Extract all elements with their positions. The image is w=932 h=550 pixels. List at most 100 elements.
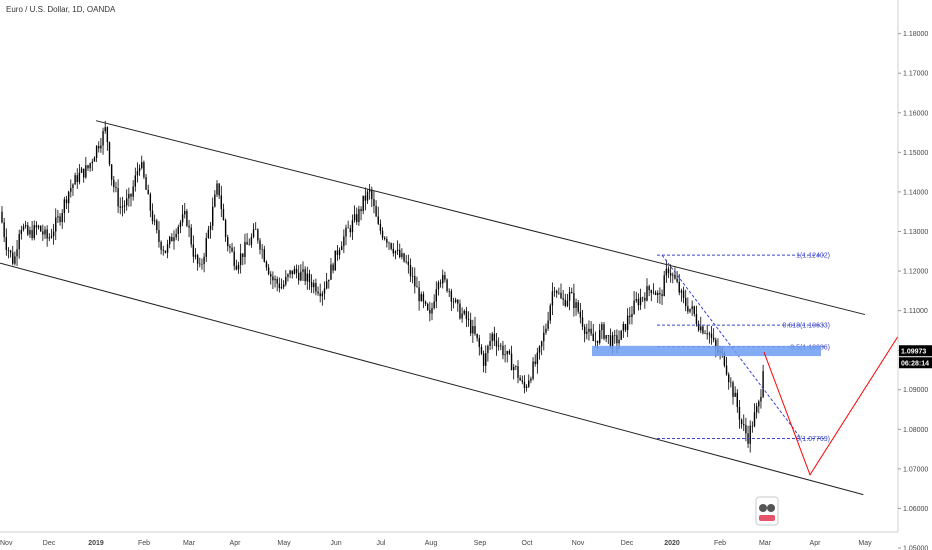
candle[interactable] — [349, 224, 351, 238]
candle[interactable] — [100, 138, 102, 153]
candle[interactable] — [259, 237, 261, 255]
candle[interactable] — [745, 417, 747, 442]
candle[interactable] — [117, 179, 119, 213]
candle[interactable] — [392, 243, 394, 257]
candle[interactable] — [676, 270, 678, 284]
candle[interactable] — [282, 280, 285, 290]
candle[interactable] — [119, 197, 121, 215]
candle[interactable] — [70, 179, 72, 198]
candle[interactable] — [749, 420, 751, 453]
candle[interactable] — [358, 205, 360, 226]
candle[interactable] — [366, 189, 369, 205]
candle[interactable] — [50, 228, 53, 239]
candle[interactable] — [685, 289, 687, 312]
candle[interactable] — [65, 195, 68, 209]
candle[interactable] — [448, 288, 450, 297]
candle[interactable] — [330, 257, 332, 280]
support-zone[interactable] — [592, 345, 821, 357]
candle[interactable] — [143, 160, 145, 180]
candle[interactable] — [427, 302, 429, 312]
candle[interactable] — [319, 283, 321, 303]
candle[interactable] — [37, 224, 40, 230]
candle[interactable] — [304, 266, 306, 286]
candle[interactable] — [315, 278, 317, 296]
candle[interactable] — [341, 241, 343, 251]
candle[interactable] — [295, 264, 298, 279]
candle[interactable] — [573, 283, 575, 317]
candle[interactable] — [691, 300, 693, 316]
candle[interactable] — [740, 418, 743, 429]
candle[interactable] — [373, 190, 375, 214]
candle[interactable] — [646, 278, 648, 302]
candle[interactable] — [599, 323, 601, 345]
candle[interactable] — [203, 252, 205, 273]
candle[interactable] — [328, 279, 330, 289]
candle[interactable] — [566, 293, 569, 308]
candle[interactable] — [255, 222, 257, 230]
candle[interactable] — [607, 334, 609, 344]
candle[interactable] — [169, 235, 171, 249]
candle[interactable] — [626, 308, 629, 338]
candle[interactable] — [310, 274, 313, 293]
candle[interactable] — [12, 245, 14, 266]
candle[interactable] — [194, 248, 197, 260]
candle[interactable] — [678, 273, 680, 296]
candle[interactable] — [173, 230, 175, 250]
candle[interactable] — [300, 264, 302, 282]
candle[interactable] — [620, 330, 622, 341]
candle[interactable] — [229, 244, 231, 254]
candle[interactable] — [201, 258, 203, 270]
candle[interactable] — [285, 270, 287, 287]
candle[interactable] — [287, 273, 289, 282]
candle[interactable] — [648, 284, 650, 297]
candle[interactable] — [491, 331, 493, 350]
candle[interactable] — [467, 311, 470, 327]
candle[interactable] — [57, 210, 59, 224]
candle[interactable] — [377, 206, 379, 225]
candle[interactable] — [390, 242, 392, 251]
candle[interactable] — [46, 225, 48, 247]
candle[interactable] — [55, 208, 57, 241]
candle[interactable] — [661, 289, 663, 305]
candle[interactable] — [158, 221, 160, 248]
candle[interactable] — [83, 168, 85, 183]
candle[interactable] — [35, 221, 38, 235]
candle[interactable] — [510, 345, 513, 371]
candle[interactable] — [485, 345, 487, 374]
candle[interactable] — [659, 287, 661, 304]
candle[interactable] — [40, 225, 42, 232]
candle[interactable] — [160, 240, 162, 255]
candle[interactable] — [586, 323, 588, 340]
candle[interactable] — [622, 321, 625, 338]
candle[interactable] — [1, 206, 3, 224]
candle[interactable] — [362, 195, 364, 215]
candle[interactable] — [525, 384, 528, 392]
candle[interactable] — [697, 320, 700, 332]
candle[interactable] — [272, 271, 274, 290]
candle[interactable] — [665, 259, 668, 283]
candle[interactable] — [325, 272, 328, 290]
candle[interactable] — [478, 334, 480, 356]
candle[interactable] — [379, 219, 382, 235]
candle[interactable] — [156, 218, 158, 234]
candle[interactable] — [93, 156, 96, 162]
candle[interactable] — [384, 236, 386, 241]
candle[interactable] — [132, 180, 134, 201]
candle[interactable] — [306, 266, 308, 290]
candle[interactable] — [334, 250, 336, 271]
candle[interactable] — [710, 325, 713, 345]
candle[interactable] — [508, 349, 511, 355]
candle[interactable] — [164, 250, 167, 254]
candle[interactable] — [411, 267, 414, 284]
candle[interactable] — [674, 267, 676, 280]
candle[interactable] — [48, 233, 50, 242]
candle[interactable] — [177, 224, 179, 242]
candle[interactable] — [747, 425, 749, 448]
candle[interactable] — [212, 197, 214, 231]
candle[interactable] — [730, 377, 732, 388]
candle[interactable] — [141, 155, 143, 170]
candle[interactable] — [558, 287, 560, 295]
candle[interactable] — [760, 389, 762, 409]
candle[interactable] — [106, 126, 109, 151]
